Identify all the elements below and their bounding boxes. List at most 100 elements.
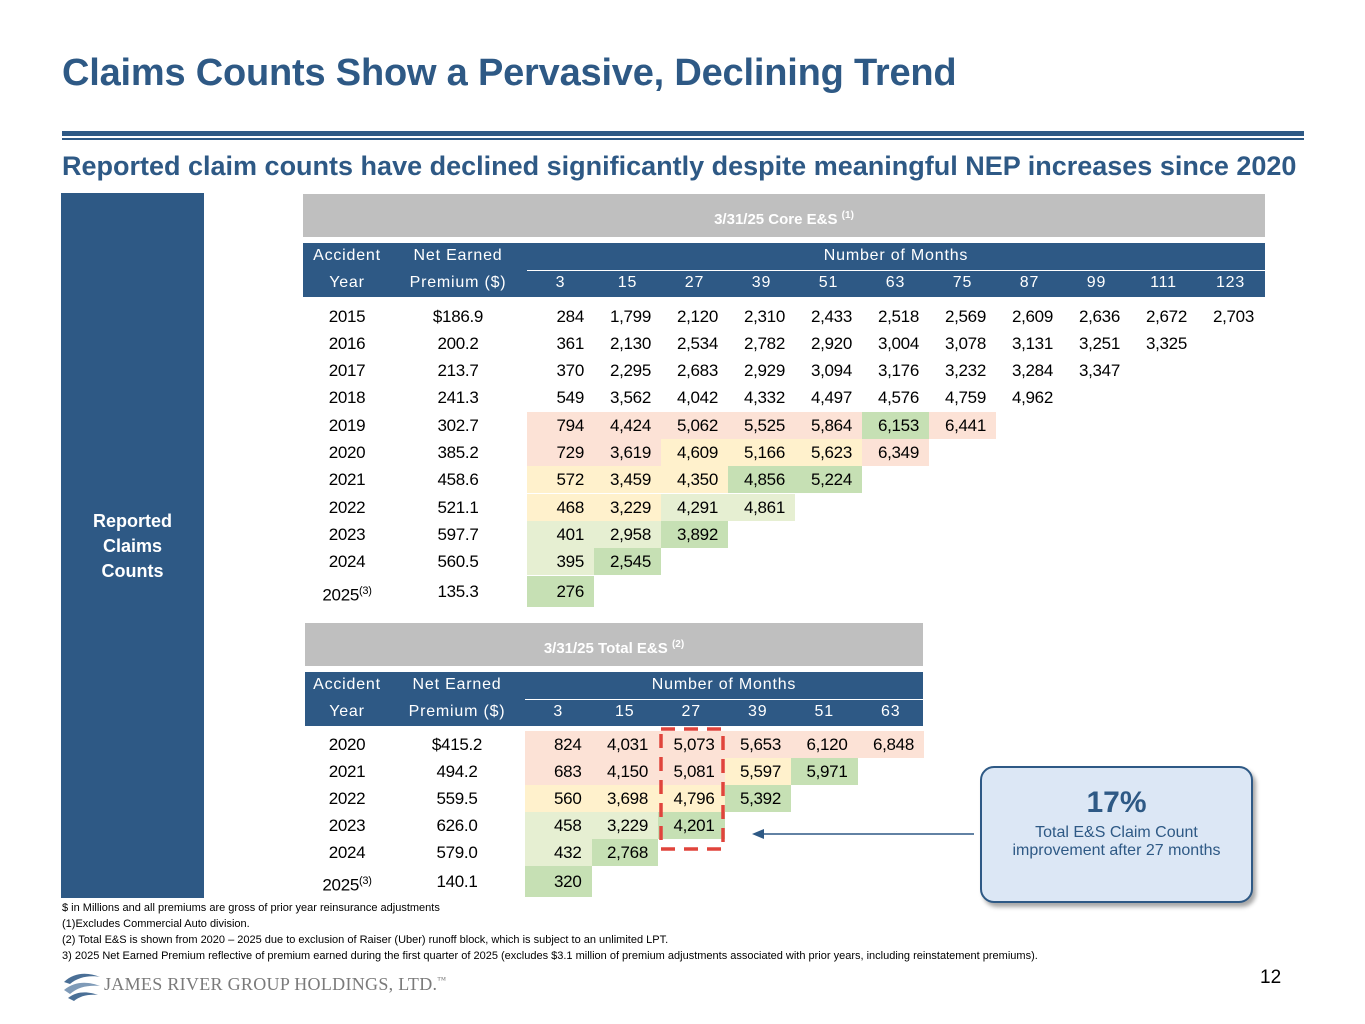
core-month-header: 27: [684, 274, 705, 291]
claim-count-cell: 4,150: [591, 758, 658, 785]
core-table-row: 2023 597.7 401 2,958 3,892: [0, 521, 1365, 548]
claim-count-cell: 2,672: [1145, 307, 1187, 326]
accident-year: 2021: [328, 470, 366, 489]
title-rule-thin: [62, 138, 1304, 140]
claim-count-cell: 5,971: [791, 758, 858, 785]
claim-count-cell: 3,251: [1078, 334, 1120, 353]
net-earned-premium: $415.2: [431, 735, 483, 754]
claim-count-cell: 2,958: [594, 521, 661, 548]
claim-count-cell: 4,201: [658, 812, 725, 839]
accident-year: 2018: [328, 388, 366, 407]
net-earned-premium: 458.6: [437, 470, 479, 489]
claim-count-cell: 5,623: [795, 439, 862, 466]
claim-count-cell: 4,031: [591, 731, 658, 758]
claim-count-cell: 276: [527, 576, 594, 607]
claim-count-cell: 3,892: [661, 521, 728, 548]
claim-count-cell: 4,291: [661, 494, 728, 521]
claim-count-cell: 2,636: [1078, 307, 1120, 326]
claim-count-cell: 824: [525, 731, 592, 758]
net-earned-premium: 560.5: [437, 552, 479, 571]
claim-count-cell: 3,229: [594, 494, 661, 521]
total-table-title-note: (2): [671, 639, 685, 650]
core-month-header: 15: [617, 274, 638, 291]
core-month-header: 99: [1086, 274, 1107, 291]
company-name: JAMES RIVER GROUP HOLDINGS, LTD.™: [104, 974, 446, 995]
footnote: (2) Total E&S is shown from 2020 – 2025 …: [62, 934, 669, 946]
net-earned-premium: 597.7: [437, 525, 479, 544]
total-table-header: Accident Year Net Earned Premium ($) Num…: [305, 672, 923, 726]
claim-count-cell: 4,759: [944, 388, 986, 407]
claim-count-cell: 2,703: [1212, 307, 1254, 326]
claim-count-cell: 6,120: [791, 731, 858, 758]
accident-year: 2021: [328, 762, 366, 781]
claim-count-cell: 3,459: [594, 466, 661, 493]
claim-count-cell: 3,232: [944, 361, 986, 380]
core-month-header: 3: [555, 274, 566, 291]
claim-count-cell: 3,562: [609, 388, 651, 407]
claim-count-cell: 5,525: [728, 412, 795, 439]
accident-year: 2015: [328, 307, 366, 326]
claim-count-cell: 2,929: [743, 361, 785, 380]
accident-year: 2023: [328, 525, 366, 544]
page-subtitle: Reported claim counts have declined sign…: [62, 151, 1297, 181]
claim-count-cell: 4,042: [676, 388, 718, 407]
total-hdr-year: Year: [329, 703, 365, 720]
net-earned-premium: 385.2: [437, 443, 479, 462]
claim-count-cell: 5,653: [724, 731, 791, 758]
year-footnote-ref: (3): [359, 585, 372, 597]
claim-count-cell: 794: [527, 412, 594, 439]
core-table-row: 2019 302.7 794 4,424 5,062 5,525 5,864 6,153 6,4…: [0, 412, 1365, 439]
accident-year: 2024: [328, 843, 366, 862]
claim-count-cell: 468: [527, 494, 594, 521]
core-hdr-year: Year: [329, 274, 365, 291]
claim-count-cell: 3,698: [591, 785, 658, 812]
side-label-line: Claims: [102, 536, 163, 556]
side-label: Reported Claims Counts: [61, 509, 204, 584]
total-hdr-accident: Accident: [313, 676, 381, 693]
claim-count-cell: 4,497: [810, 388, 852, 407]
claim-count-cell: 5,392: [724, 785, 791, 812]
claim-count-cell: 683: [525, 758, 592, 785]
claim-count-cell: 5,166: [728, 439, 795, 466]
accident-year: 2025(3): [322, 585, 372, 605]
core-hdr-premium: Premium ($): [409, 274, 507, 291]
claim-count-cell: 5,597: [724, 758, 791, 785]
accident-year: 2023: [328, 816, 366, 835]
claim-count-cell: 5,224: [795, 466, 862, 493]
claim-count-cell: 2,768: [591, 839, 658, 866]
claim-count-cell: 3,131: [1011, 334, 1053, 353]
total-hdr-separator: [525, 699, 923, 700]
claim-count-cell: 2,295: [609, 361, 651, 380]
claim-count-cell: 572: [527, 466, 594, 493]
claim-count-cell: 3,347: [1078, 361, 1120, 380]
accident-year: 2024: [328, 552, 366, 571]
claim-count-cell: 2,518: [877, 307, 919, 326]
core-table-row: 2024 560.5 395 2,545: [0, 548, 1365, 575]
company-trademark: ™: [437, 975, 447, 985]
net-earned-premium: 579.0: [436, 843, 478, 862]
core-month-header: 39: [751, 274, 772, 291]
side-bar: [61, 193, 204, 898]
claim-count-cell: 4,332: [743, 388, 785, 407]
claim-count-cell: 6,441: [929, 412, 996, 439]
claim-count-cell: 2,120: [676, 307, 718, 326]
claim-count-cell: 729: [527, 439, 594, 466]
claim-count-cell: 549: [556, 388, 585, 407]
core-hdr-accident: Accident: [313, 247, 381, 264]
net-earned-premium: 302.7: [437, 416, 479, 435]
total-table-row: 2024 579.0 432 2,768: [0, 839, 1365, 866]
net-earned-premium: 559.5: [436, 789, 478, 808]
year-footnote-ref: (3): [359, 875, 372, 887]
claim-count-cell: 432: [525, 839, 592, 866]
core-month-header: 63: [885, 274, 906, 291]
claim-count-cell: 2,920: [810, 334, 852, 353]
claim-count-cell: 2,130: [609, 334, 651, 353]
net-earned-premium: 521.1: [437, 498, 479, 517]
claim-count-cell: 2,782: [743, 334, 785, 353]
callout-text: Total E&S Claim Count improvement after …: [1012, 824, 1221, 859]
net-earned-premium: 494.2: [436, 762, 478, 781]
claim-count-cell: 320: [525, 866, 592, 897]
accident-year: 2020: [328, 443, 366, 462]
core-table-title-text: 3/31/25 Core E&S: [714, 211, 838, 228]
total-table-row: 2025(3) 140.1 320: [0, 866, 1365, 897]
